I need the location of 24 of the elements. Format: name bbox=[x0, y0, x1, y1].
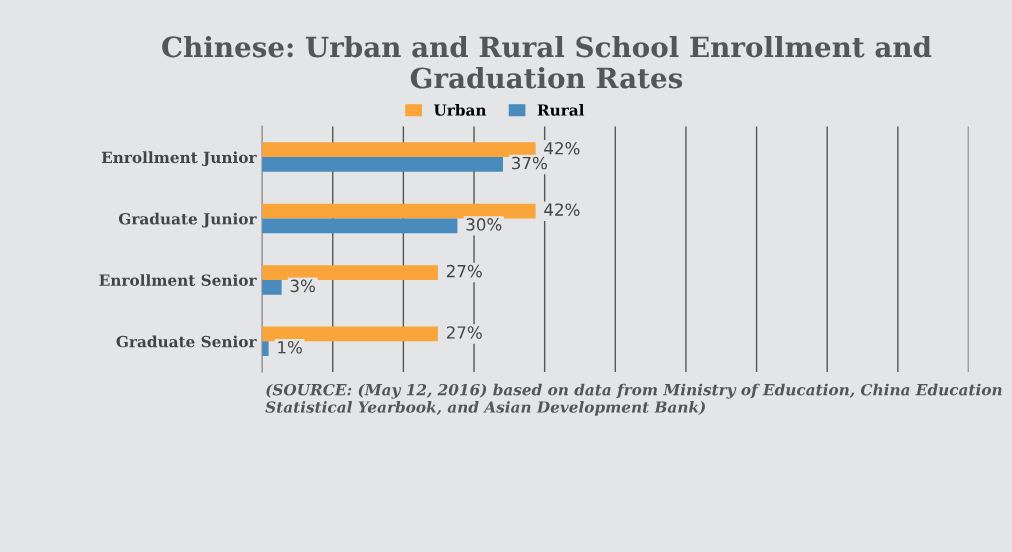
bar bbox=[262, 142, 536, 158]
y-tick-label: Enrollment Senior bbox=[99, 274, 257, 286]
y-tick-label: Graduate Senior bbox=[116, 335, 257, 348]
bar bbox=[262, 265, 438, 280]
bar bbox=[262, 279, 282, 295]
legend-label: Rural bbox=[537, 103, 585, 116]
data-label: 37% bbox=[512, 156, 547, 170]
y-tick-label: Enrollment Junior bbox=[101, 151, 257, 167]
bar bbox=[262, 218, 458, 234]
data-label: 42% bbox=[544, 141, 580, 155]
data-label: 3% bbox=[290, 279, 315, 293]
bar bbox=[262, 341, 269, 357]
legend-label: Urban bbox=[433, 103, 487, 116]
data-label: 27% bbox=[446, 264, 482, 278]
data-label: 27% bbox=[446, 326, 482, 339]
bar bbox=[262, 326, 438, 342]
chart-title: Chinese: Urban and Rural School Enrollment and Graduation Rates bbox=[162, 35, 932, 89]
data-label: 30% bbox=[466, 218, 502, 231]
y-tick-label: Graduate Junior bbox=[118, 212, 257, 228]
text: (SOURCE: (May 12, 2016) based on data from Ministry of Education, China Education Statistical Yearbook, and Asian Development Bank) bbox=[265, 383, 1002, 416]
bar bbox=[262, 203, 536, 219]
bar bbox=[262, 157, 503, 172]
data-label: 42% bbox=[544, 203, 580, 216]
data-label: 1% bbox=[278, 340, 302, 354]
